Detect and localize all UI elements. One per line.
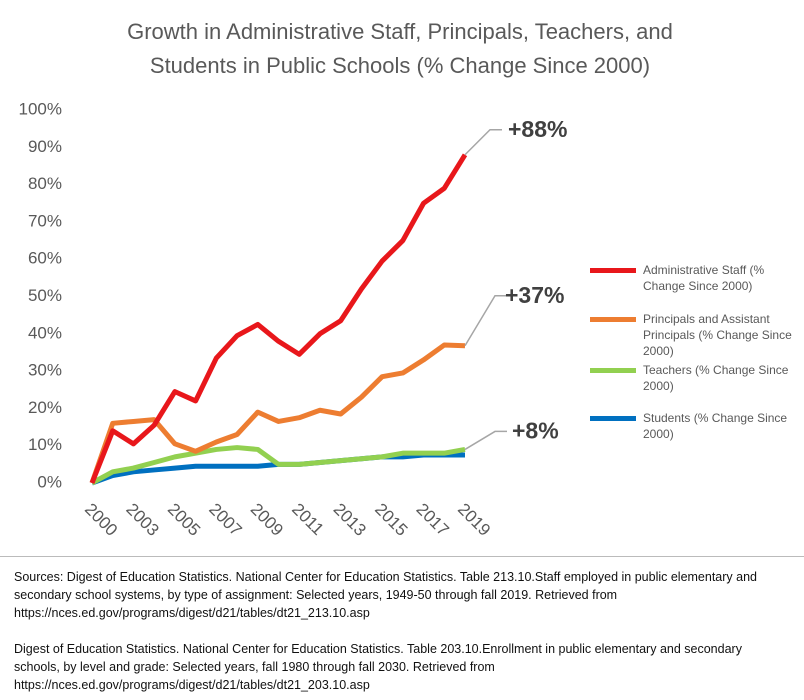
- y-tick-label: 90%: [28, 137, 62, 156]
- y-tick-label: 40%: [28, 323, 62, 342]
- x-tick-label: 2015: [371, 500, 411, 540]
- x-tick-label: 2019: [454, 500, 494, 540]
- y-tick-label: 80%: [28, 174, 62, 193]
- legend-swatch: [590, 268, 636, 273]
- y-tick-label: 10%: [28, 435, 62, 454]
- callout-line: [464, 430, 507, 451]
- y-tick-label: 20%: [28, 398, 62, 417]
- y-tick-label: 50%: [28, 286, 62, 305]
- legend-label: Teachers (% Change Since 2000): [643, 363, 789, 393]
- annotation: +37%: [505, 282, 564, 308]
- x-tick-label: 2007: [205, 500, 245, 540]
- chart: Growth in Administrative Staff, Principa…: [19, 19, 673, 540]
- legend-swatch: [590, 416, 636, 421]
- separator: [0, 556, 804, 557]
- annotation: +8%: [512, 418, 559, 444]
- y-tick-label: 60%: [28, 249, 62, 268]
- x-tick-label: 2011: [288, 500, 327, 539]
- chart-title: Growth in Administrative Staff, Principa…: [127, 19, 673, 78]
- x-tick-label: 2009: [247, 500, 287, 540]
- legend-swatch: [590, 317, 636, 322]
- source-note: Digest of Education Statistics. National…: [14, 642, 742, 692]
- annotation: +88%: [508, 116, 567, 142]
- y-tick-label: 0%: [37, 472, 62, 491]
- legend-label: Principals and Assistant Principals (% C…: [643, 312, 792, 358]
- callout-line: [464, 129, 502, 156]
- series-line: [89, 342, 466, 484]
- x-tick-label: 2005: [164, 500, 204, 540]
- legend-swatch: [590, 368, 636, 373]
- sources: Sources: Digest of Education Statistics.…: [14, 568, 790, 700]
- x-tick-label: 2000: [81, 500, 121, 540]
- x-tick-label: 2013: [330, 500, 370, 540]
- legend-label: Students (% Change Since 2000): [643, 411, 788, 441]
- series-line: [89, 153, 468, 484]
- x-tick-label: 2017: [413, 500, 453, 540]
- legend-label: Administrative Staff (% Change Since 200…: [643, 263, 765, 293]
- y-tick-label: 70%: [28, 211, 62, 230]
- source-note: Sources: Digest of Education Statistics.…: [14, 570, 758, 620]
- series-line: [91, 452, 465, 486]
- y-tick-label: 30%: [28, 361, 62, 380]
- y-tick-label: 100%: [19, 99, 62, 118]
- callout-line: [464, 294, 507, 347]
- series-line: [90, 445, 466, 486]
- x-tick-label: 2003: [122, 500, 162, 540]
